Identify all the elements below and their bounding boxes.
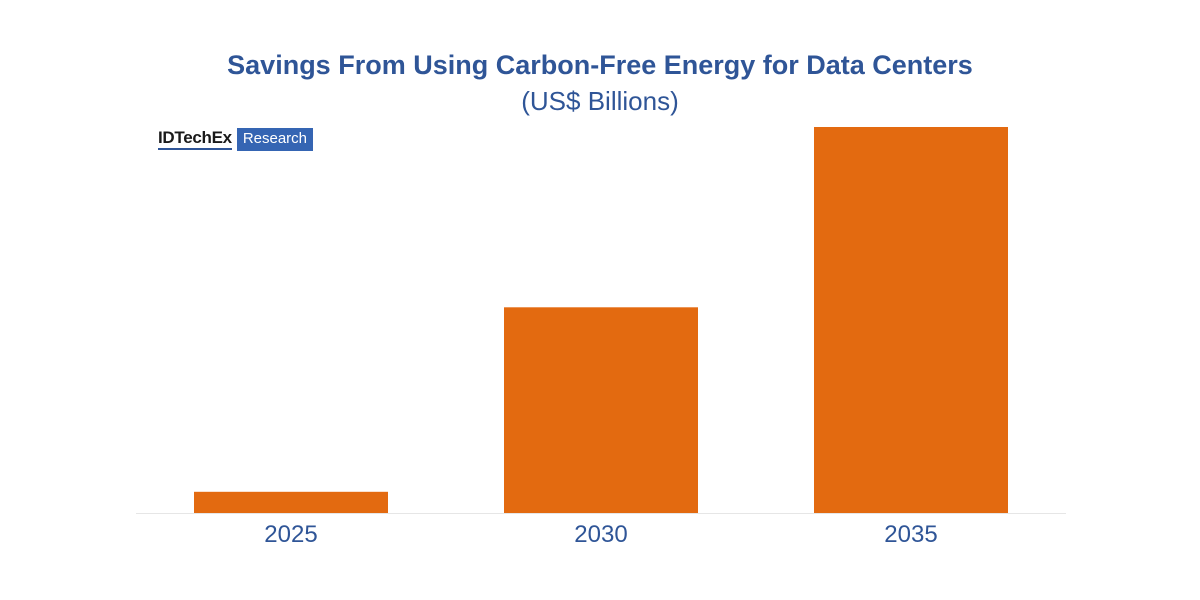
bar-2030 xyxy=(504,307,698,513)
bar-2025 xyxy=(194,491,388,513)
chart-subtitle: (US$ Billions) xyxy=(521,86,679,116)
brand-tag: Research xyxy=(236,127,314,151)
x-tick-label-2030: 2030 xyxy=(574,521,627,548)
bar-2035 xyxy=(814,127,1008,513)
bars-layer xyxy=(194,127,1008,513)
brand-logo: IDTechEx Research xyxy=(158,127,314,151)
chart-title: Savings From Using Carbon-Free Energy fo… xyxy=(227,50,973,80)
x-tick-labels: 2025 2030 2035 xyxy=(264,521,937,548)
brand-name: IDTechEx xyxy=(158,128,232,150)
x-tick-label-2035: 2035 xyxy=(884,521,937,548)
x-tick-label-2025: 2025 xyxy=(264,521,317,548)
